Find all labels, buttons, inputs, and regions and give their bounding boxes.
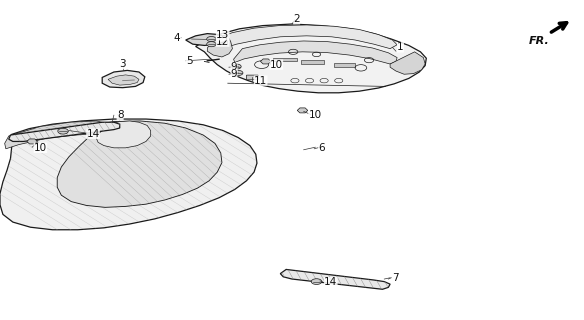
Text: 6: 6: [318, 143, 325, 153]
Text: 10: 10: [270, 60, 283, 70]
Polygon shape: [234, 41, 397, 64]
Polygon shape: [390, 52, 425, 74]
Text: FR.: FR.: [529, 36, 550, 46]
Polygon shape: [301, 60, 324, 64]
Text: 4: 4: [173, 33, 180, 43]
Circle shape: [58, 128, 68, 134]
Circle shape: [207, 36, 216, 42]
Text: 1: 1: [397, 42, 404, 52]
Text: 7: 7: [392, 273, 399, 284]
Polygon shape: [96, 121, 151, 148]
Text: 9: 9: [231, 69, 237, 79]
Text: 8: 8: [117, 110, 123, 120]
Polygon shape: [0, 119, 257, 230]
Text: 13: 13: [216, 30, 230, 40]
Polygon shape: [207, 36, 232, 57]
Polygon shape: [108, 75, 139, 85]
FancyBboxPatch shape: [246, 75, 258, 80]
Polygon shape: [186, 34, 227, 45]
Polygon shape: [9, 122, 120, 141]
Polygon shape: [57, 121, 222, 207]
Polygon shape: [297, 108, 308, 113]
Circle shape: [311, 279, 322, 284]
Text: 14: 14: [324, 277, 338, 287]
Text: 9: 9: [231, 62, 237, 72]
Circle shape: [207, 42, 216, 47]
Text: 5: 5: [186, 56, 192, 67]
Text: 3: 3: [119, 59, 126, 69]
Text: 2: 2: [293, 14, 300, 24]
Text: 14: 14: [86, 129, 100, 139]
Polygon shape: [27, 139, 37, 144]
Text: 10: 10: [34, 143, 47, 153]
Circle shape: [234, 70, 243, 76]
Polygon shape: [280, 269, 390, 289]
Text: 11: 11: [254, 76, 267, 86]
Polygon shape: [215, 25, 397, 49]
Text: 10: 10: [308, 110, 321, 120]
Circle shape: [232, 64, 241, 69]
Text: 12: 12: [216, 36, 230, 47]
Polygon shape: [196, 24, 426, 93]
Polygon shape: [273, 58, 297, 61]
Polygon shape: [334, 63, 355, 67]
Polygon shape: [260, 59, 271, 64]
Polygon shape: [5, 121, 110, 149]
Polygon shape: [102, 70, 145, 88]
